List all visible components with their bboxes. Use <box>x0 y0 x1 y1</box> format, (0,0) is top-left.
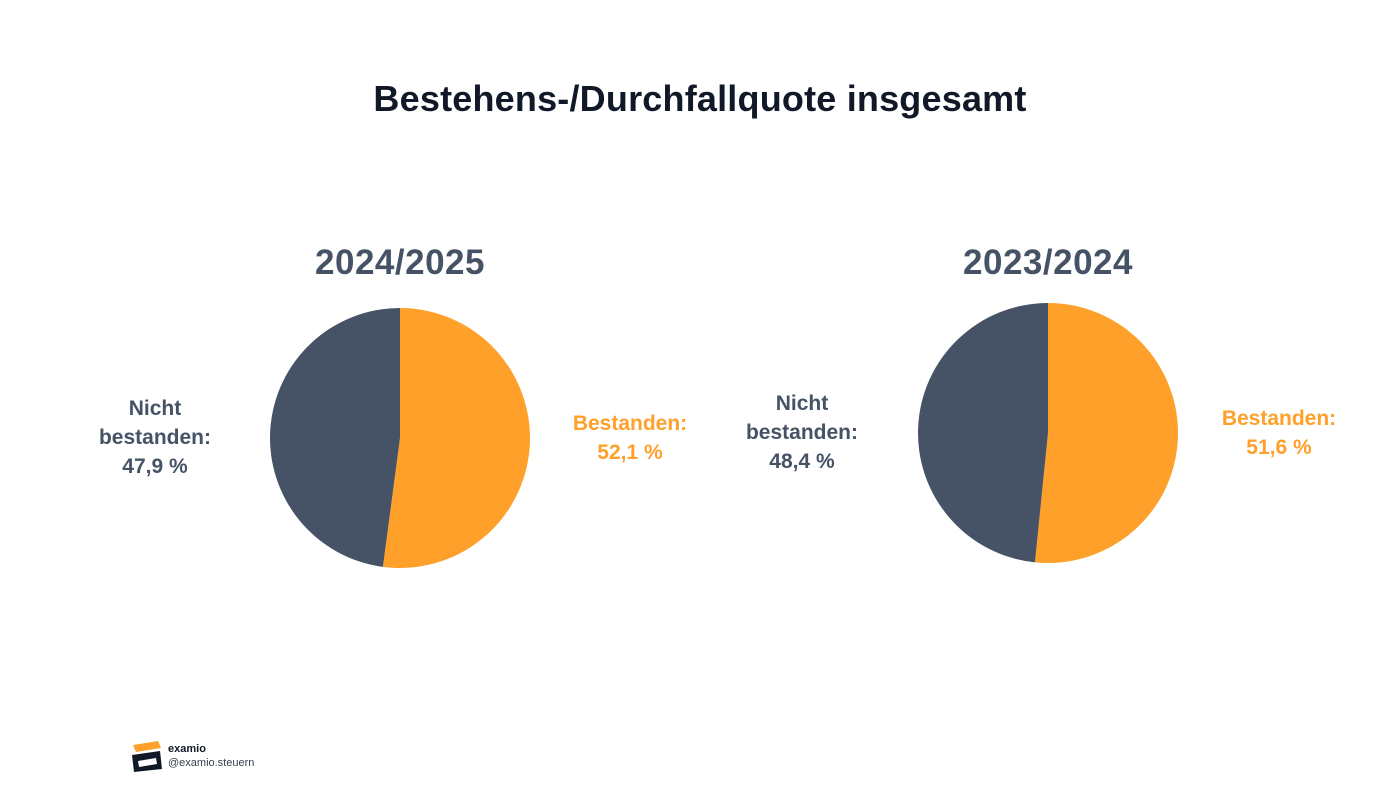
label-line: bestanden: <box>98 426 211 449</box>
label-line: 48,4 % <box>769 450 835 473</box>
slice-label-bestanden-2023-2024: Bestanden: 51,6 % <box>1199 404 1359 462</box>
brand-name: examio <box>168 743 206 755</box>
pie-title-2023-2024: 2023/2024 <box>963 243 1133 282</box>
label-line: Nicht <box>775 392 829 415</box>
footer-branding: examio @examio.steuern <box>130 738 254 774</box>
pie-title-2024-2025: 2024/2025 <box>315 243 485 282</box>
footer-text: examio @examio.steuern <box>168 742 254 770</box>
label-line: 47,9 % <box>122 455 188 478</box>
graduation-cap-icon <box>132 741 162 772</box>
slice-label-bestanden-2024-2025: Bestanden: 52,1 % <box>550 409 710 467</box>
pie-svg-2023-2024 <box>918 303 1179 563</box>
pie-slice-nicht-bestanden <box>270 308 400 567</box>
cap-top-shape <box>133 741 161 752</box>
slice-label-nicht-bestanden-2024-2025: Nicht bestanden: 47,9 % <box>75 394 235 481</box>
label-line: Nicht <box>128 397 182 420</box>
pie-slice-bestanden <box>1034 303 1179 563</box>
label-line: Bestanden: <box>572 412 688 435</box>
label-line: 52,1 % <box>597 441 663 464</box>
social-handle: @examio.steuern <box>168 757 255 769</box>
pie-slice-nicht-bestanden <box>918 303 1048 563</box>
slice-label-nicht-bestanden-2023-2024: Nicht bestanden: 48,4 % <box>722 389 882 476</box>
pie-slice-bestanden <box>382 308 530 568</box>
label-line: Bestanden: <box>1221 407 1337 430</box>
chart-title: Bestehens-/Durchfallquote insgesamt <box>373 78 1027 119</box>
pie-svg-2024-2025 <box>270 308 530 568</box>
label-line: 51,6 % <box>1246 436 1312 459</box>
label-line: bestanden: <box>745 421 858 444</box>
cap-inner-shape <box>138 758 157 767</box>
